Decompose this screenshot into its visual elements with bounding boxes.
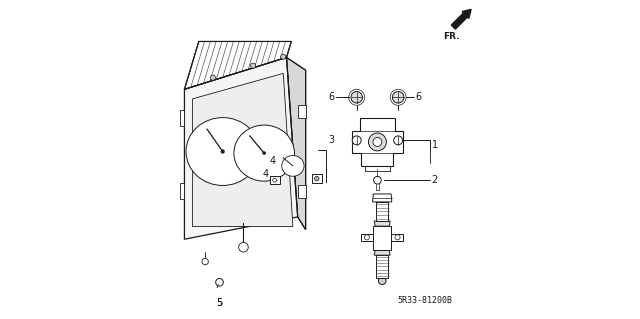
Polygon shape bbox=[376, 202, 388, 221]
Polygon shape bbox=[374, 221, 390, 226]
Circle shape bbox=[392, 92, 404, 103]
Circle shape bbox=[239, 242, 248, 252]
Polygon shape bbox=[372, 194, 392, 202]
Circle shape bbox=[216, 278, 223, 286]
Ellipse shape bbox=[234, 125, 294, 181]
Polygon shape bbox=[184, 57, 298, 239]
Polygon shape bbox=[362, 234, 373, 241]
Text: 6: 6 bbox=[329, 92, 335, 102]
Circle shape bbox=[374, 176, 381, 184]
Text: 4: 4 bbox=[263, 169, 269, 179]
Text: 5: 5 bbox=[216, 298, 223, 308]
Polygon shape bbox=[374, 250, 390, 255]
Circle shape bbox=[369, 133, 387, 151]
Polygon shape bbox=[180, 183, 184, 199]
Ellipse shape bbox=[282, 155, 304, 176]
Polygon shape bbox=[298, 185, 306, 198]
Circle shape bbox=[250, 63, 255, 68]
Polygon shape bbox=[376, 255, 388, 278]
Circle shape bbox=[395, 235, 400, 240]
Text: 4: 4 bbox=[269, 156, 275, 166]
Circle shape bbox=[262, 152, 266, 155]
Polygon shape bbox=[312, 174, 321, 183]
Ellipse shape bbox=[186, 118, 259, 185]
Text: FR.: FR. bbox=[444, 32, 460, 41]
Polygon shape bbox=[269, 176, 280, 184]
Circle shape bbox=[378, 277, 386, 285]
Text: 5R33-81200B: 5R33-81200B bbox=[398, 296, 452, 305]
Circle shape bbox=[394, 136, 403, 145]
Text: 5: 5 bbox=[216, 298, 223, 308]
Polygon shape bbox=[352, 118, 403, 166]
Circle shape bbox=[315, 176, 319, 181]
Circle shape bbox=[211, 75, 216, 80]
Polygon shape bbox=[180, 110, 184, 126]
Text: 3: 3 bbox=[328, 135, 334, 145]
FancyArrow shape bbox=[451, 9, 471, 29]
Circle shape bbox=[202, 258, 209, 265]
Circle shape bbox=[352, 136, 361, 145]
Circle shape bbox=[364, 235, 369, 240]
Text: 2: 2 bbox=[431, 175, 438, 185]
Polygon shape bbox=[391, 234, 403, 241]
Polygon shape bbox=[298, 105, 306, 118]
Circle shape bbox=[273, 178, 276, 182]
Circle shape bbox=[221, 150, 225, 153]
Polygon shape bbox=[193, 73, 293, 226]
Polygon shape bbox=[184, 41, 291, 89]
Text: 1: 1 bbox=[431, 140, 438, 150]
Circle shape bbox=[373, 137, 382, 146]
Polygon shape bbox=[287, 57, 306, 230]
Polygon shape bbox=[373, 226, 391, 250]
Circle shape bbox=[351, 92, 362, 103]
Circle shape bbox=[281, 54, 286, 59]
Text: 6: 6 bbox=[415, 92, 421, 102]
